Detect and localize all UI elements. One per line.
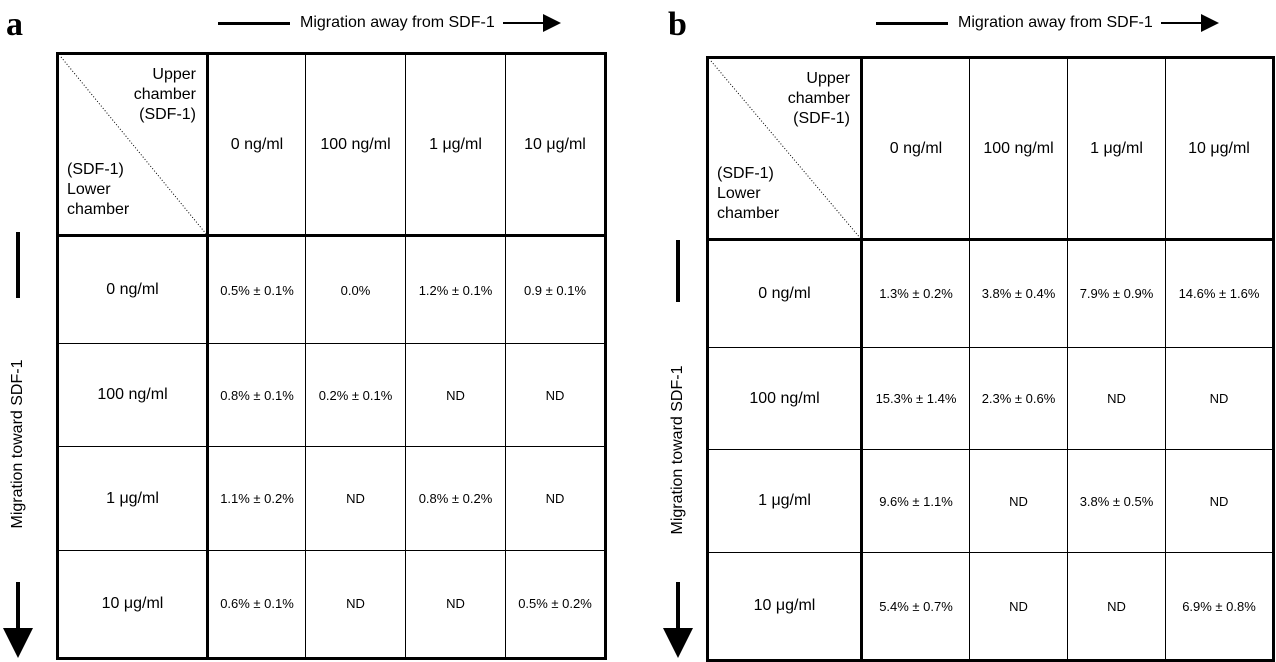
- column-header: 1 μg/ml: [1067, 57, 1166, 241]
- arrow-line: [876, 21, 948, 25]
- column-header: 10 μg/ml: [505, 53, 606, 237]
- row-header: 10 μg/ml: [57, 549, 209, 660]
- table-cell: 7.9% ± 0.9%: [1067, 239, 1166, 348]
- table-cell: 0.9 ± 0.1%: [505, 234, 606, 345]
- corner-header-cell: Upper chamber (SDF-1) (SDF-1) Lower cham…: [707, 57, 863, 241]
- column-header: 0 ng/ml: [207, 53, 306, 237]
- upper-chamber-label: Upper chamber (SDF-1): [787, 70, 850, 127]
- table-row: 100 ng/ml 0.8% ± 0.1% 0.2% ± 0.1% ND ND: [57, 343, 606, 448]
- table-cell: ND: [305, 446, 406, 551]
- table-cell: 3.8% ± 0.5%: [1067, 449, 1166, 554]
- table-cell: 14.6% ± 1.6%: [1165, 239, 1274, 348]
- table-cell: ND: [505, 446, 606, 551]
- corner-header-cell: Upper chamber (SDF-1) (SDF-1) Lower cham…: [57, 53, 209, 237]
- arrow-right-icon: [1200, 14, 1219, 32]
- table-cell: 9.6% ± 1.1%: [861, 449, 970, 554]
- table-cell: 6.9% ± 0.8%: [1165, 552, 1274, 661]
- table-cell: ND: [969, 449, 1068, 554]
- arrow-line: [1160, 22, 1201, 24]
- column-header: 10 μg/ml: [1165, 57, 1274, 241]
- table-cell: ND: [1067, 552, 1166, 661]
- lower-chamber-label: (SDF-1) Lower chamber: [717, 165, 780, 222]
- lower-chamber-label: (SDF-1) Lower chamber: [67, 161, 130, 218]
- migration-away-label: Migration away from SDF-1: [300, 14, 495, 31]
- panel-letter: b: [668, 6, 687, 43]
- table-cell: 3.8% ± 0.4%: [969, 239, 1068, 348]
- table-row: 0 ng/ml 0.5% ± 0.1% 0.0% 1.2% ± 0.1% 0.9…: [57, 234, 606, 345]
- arrow-line: [676, 240, 680, 302]
- table-cell: ND: [405, 549, 506, 660]
- row-header: 1 μg/ml: [57, 446, 209, 551]
- arrow-line: [502, 22, 543, 24]
- row-header: 100 ng/ml: [57, 343, 209, 448]
- panel-letter: a: [6, 6, 23, 43]
- table-cell: 2.3% ± 0.6%: [969, 346, 1068, 451]
- migration-table: Upper chamber (SDF-1) (SDF-1) Lower cham…: [56, 52, 607, 660]
- table-row: 100 ng/ml 15.3% ± 1.4% 2.3% ± 0.6% ND ND: [707, 346, 1274, 451]
- table-cell: ND: [969, 552, 1068, 661]
- table-cell: 0.6% ± 0.1%: [207, 549, 306, 660]
- arrow-line: [676, 582, 680, 632]
- migration-toward-arrow: Migration toward SDF-1: [660, 240, 700, 662]
- table-cell: 0.5% ± 0.1%: [207, 234, 306, 345]
- row-header: 0 ng/ml: [707, 239, 863, 348]
- column-header: 100 ng/ml: [305, 53, 406, 237]
- table-cell: 1.2% ± 0.1%: [405, 234, 506, 345]
- row-header: 0 ng/ml: [57, 234, 209, 345]
- arrow-line: [16, 232, 20, 298]
- table-row: 1 μg/ml 1.1% ± 0.2% ND 0.8% ± 0.2% ND: [57, 446, 606, 551]
- arrow-right-icon: [542, 14, 561, 32]
- table-cell: ND: [1165, 346, 1274, 451]
- arrow-line: [218, 21, 290, 25]
- column-header: 100 ng/ml: [969, 57, 1068, 241]
- column-header: 1 μg/ml: [405, 53, 506, 237]
- table-cell: 15.3% ± 1.4%: [861, 346, 970, 451]
- row-header: 1 μg/ml: [707, 449, 863, 554]
- panel-a: a Migration away from SDF-1 Migration to…: [0, 0, 620, 662]
- table-cell: 0.8% ± 0.2%: [405, 446, 506, 551]
- table-cell: 5.4% ± 0.7%: [861, 552, 970, 661]
- table-cell: ND: [1067, 346, 1166, 451]
- table-row: 1 μg/ml 9.6% ± 1.1% ND 3.8% ± 0.5% ND: [707, 449, 1274, 554]
- column-header: 0 ng/ml: [861, 57, 970, 241]
- migration-toward-label: Migration toward SDF-1: [669, 365, 686, 535]
- table-cell: 1.3% ± 0.2%: [861, 239, 970, 348]
- table-cell: 0.0%: [305, 234, 406, 345]
- arrow-down-icon: [663, 628, 693, 658]
- panel-b: b Migration away from SDF-1 Migration to…: [650, 0, 1276, 662]
- arrow-down-icon: [3, 628, 33, 658]
- migration-table: Upper chamber (SDF-1) (SDF-1) Lower cham…: [706, 56, 1275, 662]
- table-row: 10 μg/ml 5.4% ± 0.7% ND ND 6.9% ± 0.8%: [707, 552, 1274, 661]
- upper-chamber-label: Upper chamber (SDF-1): [133, 66, 196, 123]
- migration-toward-label: Migration toward SDF-1: [9, 359, 26, 529]
- migration-away-arrow: Migration away from SDF-1: [218, 10, 561, 36]
- table-cell: ND: [505, 343, 606, 448]
- table-cell: 0.8% ± 0.1%: [207, 343, 306, 448]
- table-row: 10 μg/ml 0.6% ± 0.1% ND ND 0.5% ± 0.2%: [57, 549, 606, 660]
- migration-away-arrow: Migration away from SDF-1: [876, 10, 1219, 36]
- migration-away-label: Migration away from SDF-1: [958, 14, 1153, 31]
- table-cell: ND: [1165, 449, 1274, 554]
- table-row: 0 ng/ml 1.3% ± 0.2% 3.8% ± 0.4% 7.9% ± 0…: [707, 239, 1274, 348]
- table-cell: 0.2% ± 0.1%: [305, 343, 406, 448]
- table-cell: 1.1% ± 0.2%: [207, 446, 306, 551]
- arrow-line: [16, 582, 20, 634]
- table-cell: ND: [405, 343, 506, 448]
- migration-toward-arrow: Migration toward SDF-1: [0, 232, 40, 662]
- table-cell: 0.5% ± 0.2%: [505, 549, 606, 660]
- row-header: 100 ng/ml: [707, 346, 863, 451]
- row-header: 10 μg/ml: [707, 552, 863, 661]
- table-cell: ND: [305, 549, 406, 660]
